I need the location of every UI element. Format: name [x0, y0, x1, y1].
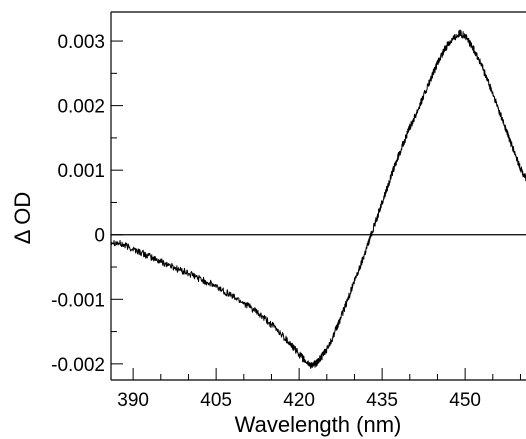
y-axis-title: Δ OD — [10, 192, 35, 245]
y-tick-label: 0.001 — [57, 161, 105, 182]
y-tick-label: -0.001 — [51, 290, 105, 311]
y-tick-label: 0 — [94, 226, 105, 247]
x-tick-label: 405 — [200, 390, 232, 411]
y-tick-label: 0.002 — [57, 97, 105, 118]
x-tick-label: 420 — [283, 390, 315, 411]
spectrum-line — [110, 29, 526, 369]
x-tick-label: 390 — [117, 390, 149, 411]
x-axis-title: Wavelength (nm) — [235, 412, 402, 437]
series — [110, 29, 526, 369]
x-tick-label: 450 — [449, 390, 481, 411]
y-tick-label: 0.003 — [57, 32, 105, 53]
axes — [110, 11, 526, 381]
ticks — [111, 40, 521, 380]
tick-labels: 390 405 420 435 450 -0.002 -0.001 0 0.001 0.002 0.… — [51, 32, 481, 411]
y-tick-label: -0.002 — [51, 355, 105, 376]
x-tick-label: 435 — [366, 390, 398, 411]
